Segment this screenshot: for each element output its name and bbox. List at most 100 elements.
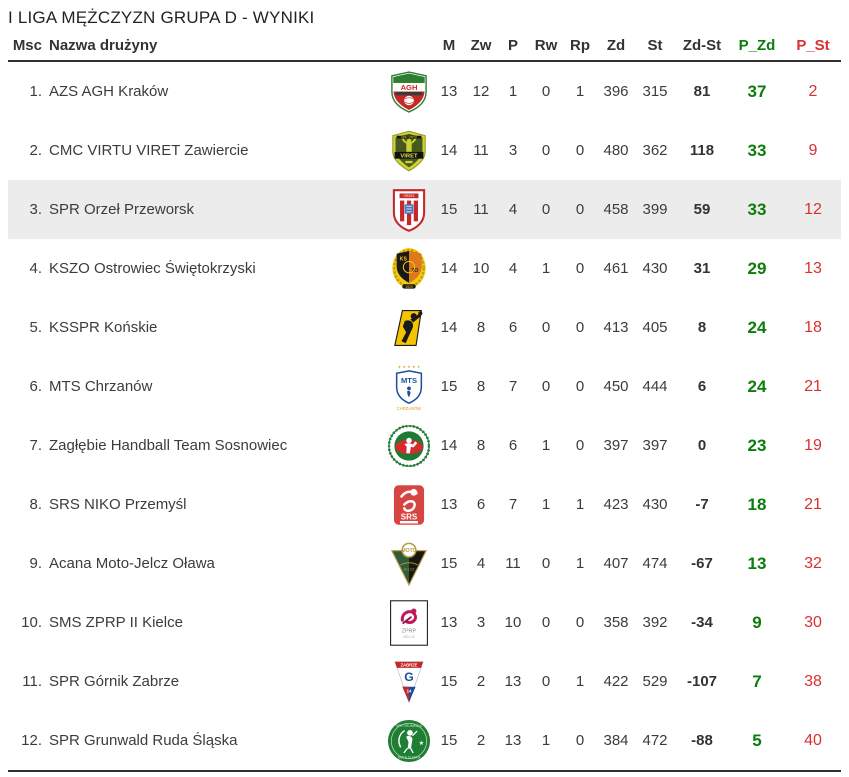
goal-diff-cell: 81 — [693, 83, 711, 100]
wins-cell: 12 — [472, 83, 490, 100]
table-row[interactable]: 11. SPR Górnik Zabrze ZABRZE G 14 15 2 13 … — [8, 652, 841, 711]
points-won-cell: 5 — [752, 730, 762, 750]
svg-text:KS: KS — [400, 256, 408, 262]
draws-lost-cell: 0 — [575, 319, 585, 336]
points-lost-cell: 38 — [804, 672, 822, 690]
goals-against-cell: 399 — [642, 201, 668, 218]
table-row[interactable]: 1. AZS AGH Kraków AGH 13 12 1 0 1 396 31… — [8, 62, 841, 121]
wins-cell: 8 — [476, 319, 486, 336]
wins-cell: 11 — [473, 142, 489, 159]
goals-against-cell: 362 — [642, 142, 668, 159]
draws-lost-cell: 0 — [575, 614, 585, 631]
losses-cell: 13 — [504, 673, 522, 690]
header-team-name: Nazwa drużyny — [49, 36, 158, 54]
points-lost-cell: 40 — [804, 731, 822, 749]
losses-cell: 6 — [508, 319, 518, 336]
table-row[interactable]: 8. SRS NIKO Przemyśl SRS 13 6 7 1 1 423 … — [8, 475, 841, 534]
svg-text:CMC VIRTU: CMC VIRTU — [401, 135, 417, 139]
points-lost-cell: 2 — [808, 82, 818, 100]
goals-against-cell: 430 — [642, 496, 668, 513]
svg-text:1929: 1929 — [405, 284, 413, 288]
points-lost-cell: 32 — [804, 554, 822, 572]
wins-cell: 2 — [476, 673, 486, 690]
goals-for-cell: 480 — [603, 142, 629, 159]
svg-text:ZO: ZO — [411, 267, 418, 273]
matches-cell: 15 — [440, 201, 458, 218]
draws-lost-cell: 0 — [575, 732, 585, 749]
draws-won-cell: 1 — [541, 496, 551, 513]
team-name: Zagłębie Handball Team Sosnowiec — [49, 437, 288, 454]
points-lost-cell: 21 — [804, 377, 822, 395]
svg-text:RUDA ŚLĄSKA: RUDA ŚLĄSKA — [398, 754, 421, 759]
matches-cell: 14 — [440, 142, 458, 159]
draws-won-cell: 0 — [541, 83, 551, 100]
position-cell: 7. — [29, 437, 42, 454]
goals-against-cell: 472 — [642, 732, 668, 749]
zaglebie-sosnowiec-crest — [385, 424, 433, 467]
points-won-cell: 24 — [747, 376, 767, 396]
draws-lost-cell: 1 — [575, 555, 585, 572]
table-row[interactable]: 9. Acana Moto-Jelcz Oława JELCZ MOTO 15 4… — [8, 534, 841, 593]
team-name: KSSPR Końskie — [49, 319, 158, 336]
losses-cell: 1 — [508, 83, 518, 100]
team-name: SMS ZPRP II Kielce — [49, 614, 183, 631]
goals-for-cell: 423 — [603, 496, 629, 513]
points-won-cell: 24 — [747, 317, 767, 337]
position-cell: 1. — [29, 83, 42, 100]
table-body: 1. AZS AGH Kraków AGH 13 12 1 0 1 396 31… — [8, 62, 841, 770]
goals-for-cell: 407 — [603, 555, 629, 572]
position-cell: 9. — [29, 555, 42, 572]
position-cell: 2. — [29, 142, 42, 159]
table-row[interactable]: 2. CMC VIRTU VIRET Zawiercie CMC VIRTU VI… — [8, 121, 841, 180]
goals-against-cell: 405 — [642, 319, 668, 336]
draws-lost-cell: 0 — [575, 260, 585, 277]
points-lost-cell: 18 — [804, 318, 822, 336]
svg-text:G: G — [404, 670, 414, 684]
losses-cell: 7 — [508, 496, 518, 513]
header-draws-lost: Rp — [570, 36, 590, 54]
points-lost-cell: 19 — [804, 436, 822, 454]
header-position: Msc — [12, 36, 42, 54]
srs-niko-przemysl-crest: SRS — [385, 484, 433, 526]
goals-for-cell: 422 — [603, 673, 629, 690]
goal-diff-cell: 59 — [693, 201, 711, 218]
points-won-cell: 37 — [747, 81, 767, 101]
table-row[interactable]: 3. SPR Orzeł Przeworsk ORZEŁ 15 11 4 0 0… — [8, 180, 841, 239]
draws-lost-cell: 0 — [575, 142, 585, 159]
moto-jelcz-olawa-crest: JELCZ MOTO — [385, 541, 433, 587]
table-row[interactable]: 6. MTS Chrzanów ✦ ✦ ✦ ✦ ✦ MTS CHRZANÓW 15 … — [8, 357, 841, 416]
header-points-won: P_Zd — [738, 36, 776, 54]
league-table: Msc Nazwa drużyny M Zw P Rw Rp Zd St Zd-… — [8, 30, 841, 772]
matches-cell: 14 — [440, 319, 458, 336]
position-cell: 6. — [29, 378, 42, 395]
svg-text:SPR GRUNWALD: SPR GRUNWALD — [396, 724, 423, 728]
goals-against-cell: 397 — [642, 437, 668, 454]
points-won-cell: 23 — [747, 435, 767, 455]
table-row[interactable]: 5. KSSPR Końskie 14 8 6 0 0 413 405 8 24… — [8, 298, 841, 357]
draws-won-cell: 1 — [541, 732, 551, 749]
goal-diff-cell: -34 — [691, 614, 713, 631]
header-draws-won: Rw — [534, 36, 558, 54]
matches-cell: 14 — [440, 260, 458, 277]
table-row[interactable]: 7. Zagłębie Handball Team Sosnowiec 14 8… — [8, 416, 841, 475]
points-won-cell: 7 — [752, 671, 762, 691]
wins-cell: 6 — [476, 496, 486, 513]
position-cell: 8. — [29, 496, 42, 513]
draws-won-cell: 1 — [541, 437, 551, 454]
goal-diff-cell: -67 — [691, 555, 713, 572]
goals-against-cell: 315 — [642, 83, 668, 100]
team-name: SPR Górnik Zabrze — [49, 673, 180, 690]
team-name: CMC VIRTU VIRET Zawiercie — [49, 142, 249, 159]
wins-cell: 2 — [476, 732, 486, 749]
table-row[interactable]: 12. SPR Grunwald Ruda Śląska SPR GRUNWAL… — [8, 711, 841, 770]
losses-cell: 10 — [504, 614, 522, 631]
goal-diff-cell: 118 — [689, 142, 715, 159]
position-cell: 5. — [29, 319, 42, 336]
kszo-ostrowiec-crest: KS ZO 1929 — [385, 247, 433, 291]
draws-won-cell: 1 — [541, 260, 551, 277]
mts-chrzanow-crest: ✦ ✦ ✦ ✦ ✦ MTS CHRZANÓW — [385, 363, 433, 411]
goal-diff-cell: 8 — [697, 319, 707, 336]
table-row[interactable]: 10. SMS ZPRP II Kielce ZPRP KIELCE 13 3 1… — [8, 593, 841, 652]
table-row[interactable]: 4. KSZO Ostrowiec Świętokrzyski KS ZO 1929… — [8, 239, 841, 298]
losses-cell: 7 — [508, 378, 518, 395]
